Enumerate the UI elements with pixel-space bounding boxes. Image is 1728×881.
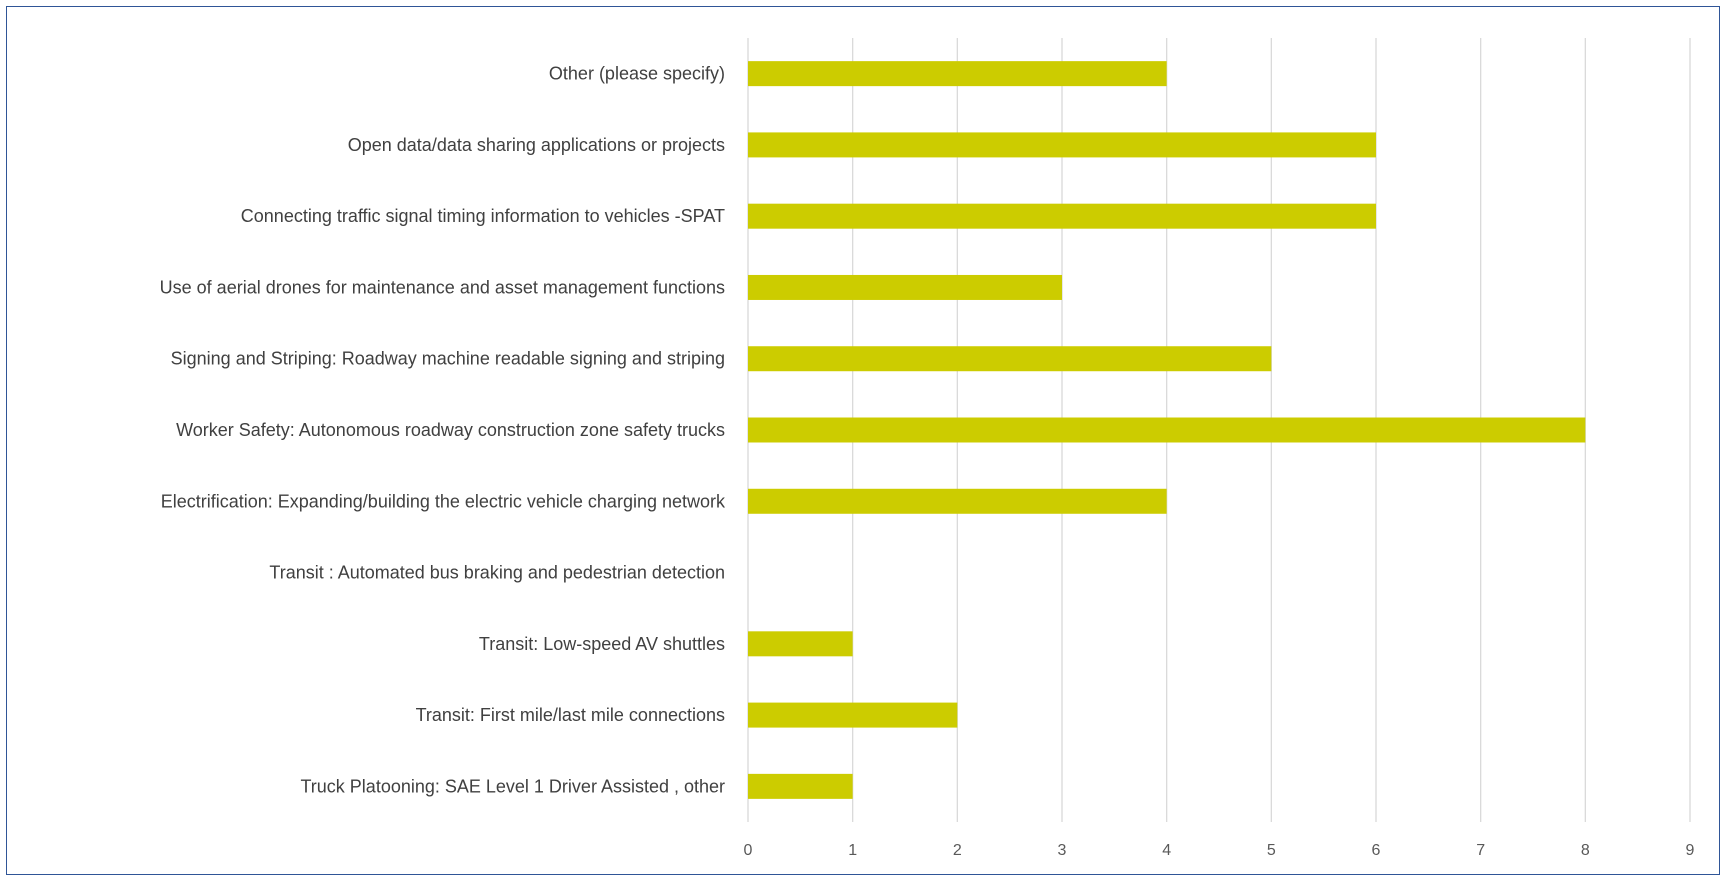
bar (748, 274, 1062, 300)
category-label: Electrification: Expanding/building the … (161, 491, 726, 511)
category-label: Other (please specify) (549, 64, 725, 84)
x-tick-label: 1 (848, 842, 857, 859)
category-label: Truck Platooning: SAE Level 1 Driver Ass… (300, 776, 725, 796)
bar (748, 132, 1376, 158)
category-label: Connecting traffic signal timing informa… (241, 206, 725, 226)
category-labels: Other (please specify) Open data/data sha… (160, 64, 726, 797)
x-tick-label: 2 (953, 842, 962, 859)
x-tick-label: 5 (1267, 842, 1276, 859)
bar (748, 488, 1167, 514)
category-label: Use of aerial drones for maintenance and… (160, 277, 725, 297)
bar (748, 773, 853, 799)
x-tick-label: 3 (1058, 842, 1067, 859)
x-tick-label: 7 (1476, 842, 1485, 859)
bar (748, 702, 958, 728)
x-tick-label: 9 (1686, 842, 1695, 859)
gridlines (747, 38, 1691, 822)
bar (748, 631, 853, 657)
x-tick-label: 8 (1581, 842, 1590, 859)
bars (748, 61, 1586, 799)
category-label: Worker Safety: Autonomous roadway constr… (176, 420, 725, 440)
x-tick-labels: 0 1 2 3 4 5 6 7 8 9 (744, 842, 1695, 859)
bar (748, 203, 1376, 229)
bar (748, 417, 1586, 443)
category-label: Transit: First mile/last mile connection… (416, 705, 725, 725)
x-tick-label: 4 (1162, 842, 1171, 859)
category-label: Transit : Automated bus braking and pede… (269, 563, 725, 583)
bar (748, 346, 1272, 372)
category-label: Signing and Striping: Roadway machine re… (171, 349, 725, 369)
bar (748, 61, 1167, 87)
category-label: Transit: Low-speed AV shuttles (479, 634, 725, 654)
category-label: Open data/data sharing applications or p… (348, 135, 725, 155)
x-tick-label: 0 (744, 842, 753, 859)
x-tick-label: 6 (1372, 842, 1381, 859)
